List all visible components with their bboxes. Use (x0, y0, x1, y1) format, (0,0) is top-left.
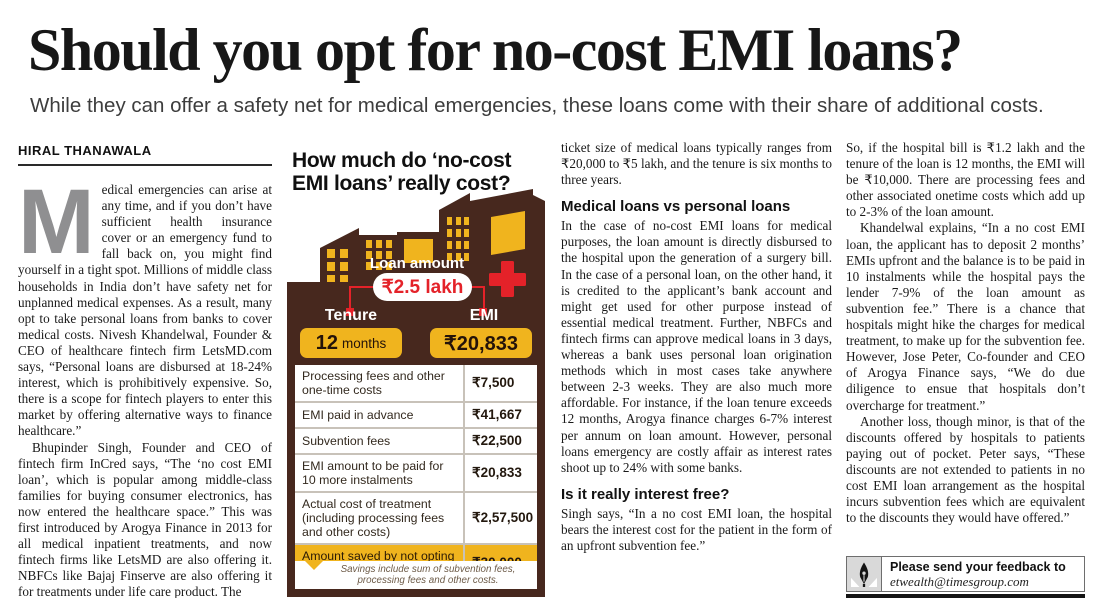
feedback-text: Please send your feedback to etwealth@ti… (882, 557, 1084, 591)
paragraph: Khandelwal explains, “In a no cost EMI l… (846, 220, 1085, 413)
byline: HIRAL THANAWALA (18, 143, 272, 166)
paragraph: In the case of no-cost EMI loans for med… (561, 218, 832, 475)
article-column-3: So, if the hospital bill is ₹1.2 lakh an… (846, 140, 1085, 552)
red-cross-icon (489, 261, 526, 297)
paragraph: Another loss, though minor, is that of t… (846, 413, 1085, 526)
drop-cap: M (18, 171, 95, 273)
table-row: EMI paid in advance ₹41,667 (295, 403, 537, 429)
feedback-email: etwealth@timesgroup.com (890, 574, 1029, 589)
emi-number: ₹20,833 (444, 332, 518, 355)
cost-table: Processing fees and other one-time costs… (295, 365, 537, 581)
paragraph: Singh says, “In a no cost EMI loan, the … (561, 505, 832, 553)
emi-value: ₹20,833 (430, 328, 532, 358)
connector-line-left (349, 286, 373, 310)
row-label: EMI paid in advance (295, 403, 465, 427)
article-headline: Should you opt for no-cost EMI loans? (28, 17, 963, 83)
table-row: EMI amount to be paid for 10 more instal… (295, 455, 537, 493)
row-value: ₹20,833 (472, 465, 522, 480)
connector-endpoint (479, 308, 487, 316)
paragraph: So, if the hospital bill is ₹1.2 lakh an… (846, 140, 1085, 220)
table-footnote: Savings include sum of subvention fees, … (295, 561, 537, 589)
tenure-label: Tenure (324, 307, 378, 324)
emi-label: EMI (469, 307, 499, 324)
loan-amount-label: Loan amount (369, 255, 465, 272)
loan-amount-value: ₹2.5 lakh (373, 273, 472, 301)
feedback-label: Please send your feedback to (890, 560, 1066, 574)
tenure-value: 12 months (300, 328, 402, 358)
bottom-rule (846, 594, 1085, 598)
row-value: ₹2,57,500 (472, 510, 534, 525)
row-label: Processing fees and other one-time costs (295, 365, 465, 401)
row-value: ₹41,667 (472, 407, 522, 422)
city-skyline-illustration (287, 189, 545, 322)
paragraph: ticket size of medical loans typically r… (561, 140, 832, 188)
footnote-pointer-triangle (305, 561, 323, 570)
row-label: Actual cost of treatment (including proc… (295, 493, 465, 543)
row-label: EMI amount to be paid for 10 more instal… (295, 455, 465, 491)
article-subheadline: While they can offer a safety net for me… (30, 94, 1044, 117)
connector-endpoint (346, 308, 354, 316)
pen-nib-icon (847, 557, 882, 591)
paragraph: Bhupinder Singh, Founder and CEO of fint… (18, 439, 272, 599)
infographic-title: How much do ‘no-cost EMI loans’ really c… (292, 149, 512, 195)
section-heading: Is it really interest free? (561, 485, 730, 503)
feedback-box: Please send your feedback to etwealth@ti… (846, 556, 1085, 592)
paragraph-text: edical emergencies can arise at any time… (18, 182, 272, 439)
table-row: Processing fees and other one-time costs… (295, 365, 537, 403)
row-value: ₹22,500 (472, 433, 522, 448)
tenure-unit: months (341, 335, 387, 351)
tenure-number: 12 (315, 331, 338, 354)
article-column-2: ticket size of medical loans typically r… (561, 140, 832, 600)
connector-line-right (472, 286, 485, 310)
section-heading: Medical loans vs personal loans (561, 198, 791, 216)
row-value: ₹7,500 (472, 375, 515, 390)
row-label: Subvention fees (295, 429, 465, 453)
table-row: Subvention fees ₹22,500 (295, 429, 537, 455)
table-row: Actual cost of treatment (including proc… (295, 493, 537, 545)
cost-infographic: How much do ‘no-cost EMI loans’ really c… (287, 147, 545, 597)
